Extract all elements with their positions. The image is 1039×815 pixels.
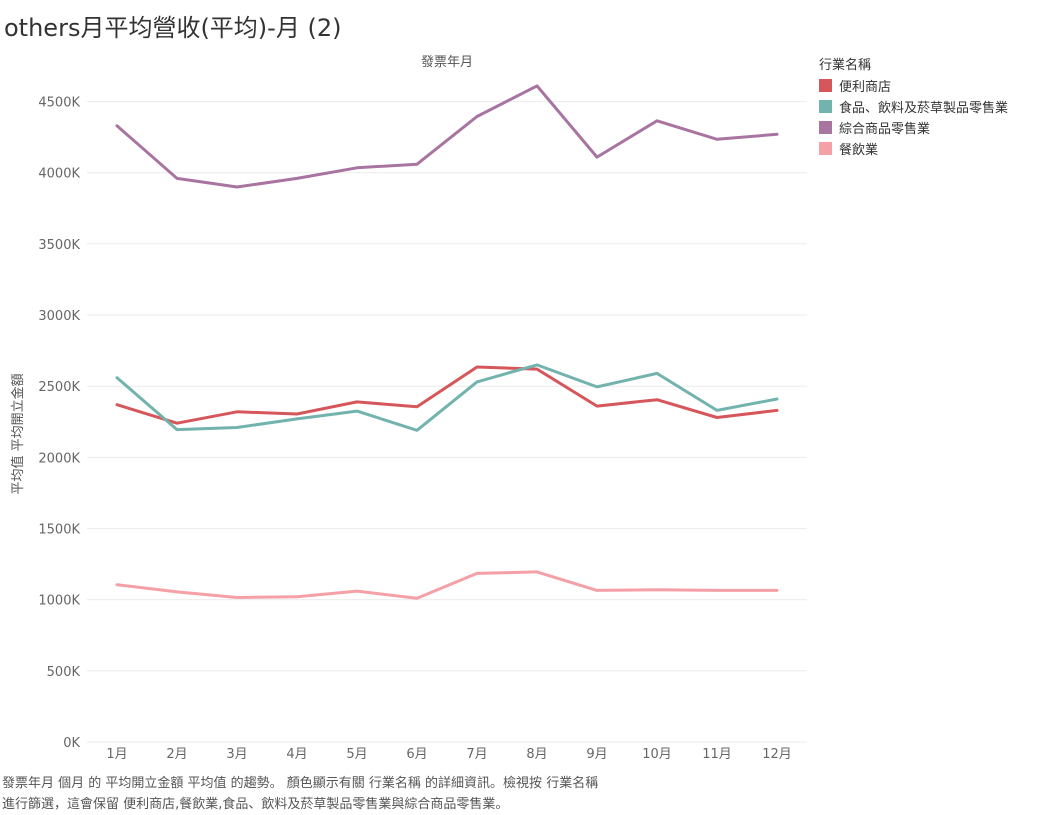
y-tick-label: 3000K xyxy=(38,309,80,324)
x-tick-label: 2月 xyxy=(166,747,187,762)
legend-swatch xyxy=(819,142,832,155)
x-tick-label: 11月 xyxy=(702,747,732,762)
y-tick-label: 1000K xyxy=(38,594,80,609)
legend: 行業名稱 便利商店食品、飲料及菸草製品零售業 綜合商品零售業 餐飲業 xyxy=(819,54,1008,159)
x-tick-label: 3月 xyxy=(226,747,247,762)
grid-lines xyxy=(87,102,807,742)
x-tick-label: 6月 xyxy=(406,747,427,762)
chart-caption: 發票年月 個月 的 平均開立金額 平均值 的趨勢。 顏色顯示有關 行業名稱 的詳… xyxy=(2,773,702,815)
y-tick-label: 1500K xyxy=(38,523,80,538)
y-tick-label: 0K xyxy=(63,736,80,751)
y-tick-label: 4000K xyxy=(38,167,80,182)
legend-title: 行業名稱 xyxy=(819,54,1008,73)
caption-line-2: 進行篩選，這會保留 便利商店,餐飲業,食品、飲料及菸草製品零售業與綜合商品零售業… xyxy=(2,794,702,815)
series-line[interactable] xyxy=(117,86,777,187)
series-lines xyxy=(117,86,777,598)
legend-label: 餐飲業 xyxy=(839,139,878,158)
legend-swatch xyxy=(819,79,832,92)
legend-label: 便利商店 xyxy=(839,76,891,95)
legend-item[interactable]: 便利商店 xyxy=(819,75,1008,96)
y-tick-label: 4500K xyxy=(38,96,80,111)
x-tick-label: 4月 xyxy=(286,747,307,762)
y-tick-label: 3500K xyxy=(38,238,80,253)
series-line[interactable] xyxy=(117,367,777,423)
x-tick-label: 7月 xyxy=(466,747,487,762)
series-line[interactable] xyxy=(117,572,777,598)
legend-label: 綜合商品零售業 xyxy=(839,118,930,137)
y-tick-label: 2500K xyxy=(38,380,80,395)
y-tick-label: 2000K xyxy=(38,451,80,466)
y-axis-ticks: 0K 500K 1000K 1500K 2000K 2500K 3000K 3500K 4000… xyxy=(38,96,80,751)
x-tick-label: 8月 xyxy=(526,747,547,762)
caption-line-1: 發票年月 個月 的 平均開立金額 平均值 的趨勢。 顏色顯示有關 行業名稱 的詳… xyxy=(2,773,702,794)
x-tick-label: 9月 xyxy=(586,747,607,762)
x-axis-title: 發票年月 xyxy=(421,55,473,70)
legend-item[interactable]: 綜合商品零售業 xyxy=(819,117,1008,138)
x-tick-label: 5月 xyxy=(346,747,367,762)
x-tick-label: 1月 xyxy=(106,747,127,762)
x-tick-label: 10月 xyxy=(642,747,672,762)
legend-swatch xyxy=(819,100,832,113)
series-line[interactable] xyxy=(117,365,777,430)
legend-item[interactable]: 食品、飲料及菸草製品零售業 xyxy=(819,96,1008,117)
x-axis-ticks: 1月 2月 3月 4月 5月 6月 7月 8月 9月 10月 11月 12月 xyxy=(106,747,791,762)
legend-swatch xyxy=(819,121,832,134)
y-tick-label: 500K xyxy=(47,665,81,680)
x-tick-label: 12月 xyxy=(762,747,792,762)
legend-label: 食品、飲料及菸草製品零售業 xyxy=(839,97,1008,116)
legend-item[interactable]: 餐飲業 xyxy=(819,138,1008,159)
legend-items: 便利商店食品、飲料及菸草製品零售業 綜合商品零售業 餐飲業 xyxy=(819,75,1008,159)
y-axis-title: 平均值 平均開立金額 xyxy=(10,373,26,494)
